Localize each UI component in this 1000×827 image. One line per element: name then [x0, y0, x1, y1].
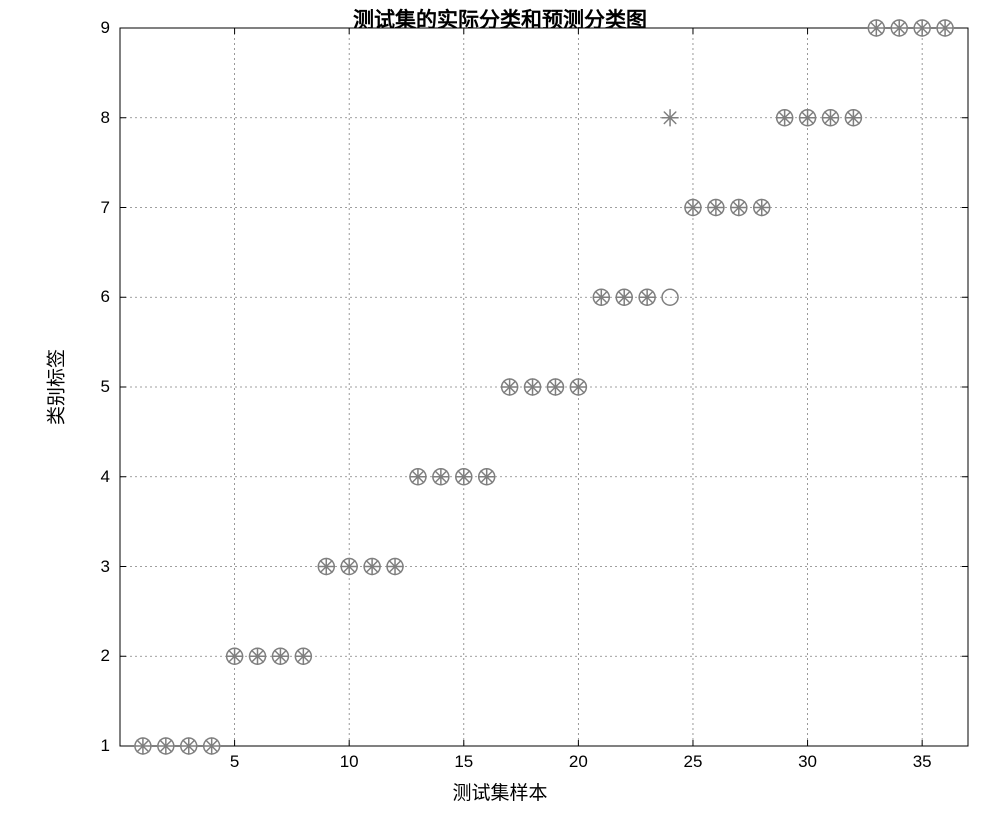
x-tick-label: 25 — [684, 752, 703, 772]
x-tick-label: 30 — [798, 752, 817, 772]
y-tick-label: 2 — [101, 646, 110, 666]
y-tick-label: 5 — [101, 377, 110, 397]
y-tick-label: 8 — [101, 108, 110, 128]
y-tick-label: 4 — [101, 467, 110, 487]
y-tick-label: 3 — [101, 557, 110, 577]
x-tick-label: 5 — [230, 752, 239, 772]
y-tick-label: 6 — [101, 287, 110, 307]
x-tick-label: 10 — [340, 752, 359, 772]
chart-container: 测试集的实际分类和预测分类图 类别标签 测试集样本 51015202530351… — [0, 0, 1000, 827]
y-tick-label: 9 — [101, 18, 110, 38]
x-tick-label: 15 — [454, 752, 473, 772]
y-tick-label: 1 — [101, 736, 110, 756]
x-tick-label: 35 — [913, 752, 932, 772]
plot-area — [0, 0, 1000, 827]
x-tick-label: 20 — [569, 752, 588, 772]
y-tick-label: 7 — [101, 198, 110, 218]
